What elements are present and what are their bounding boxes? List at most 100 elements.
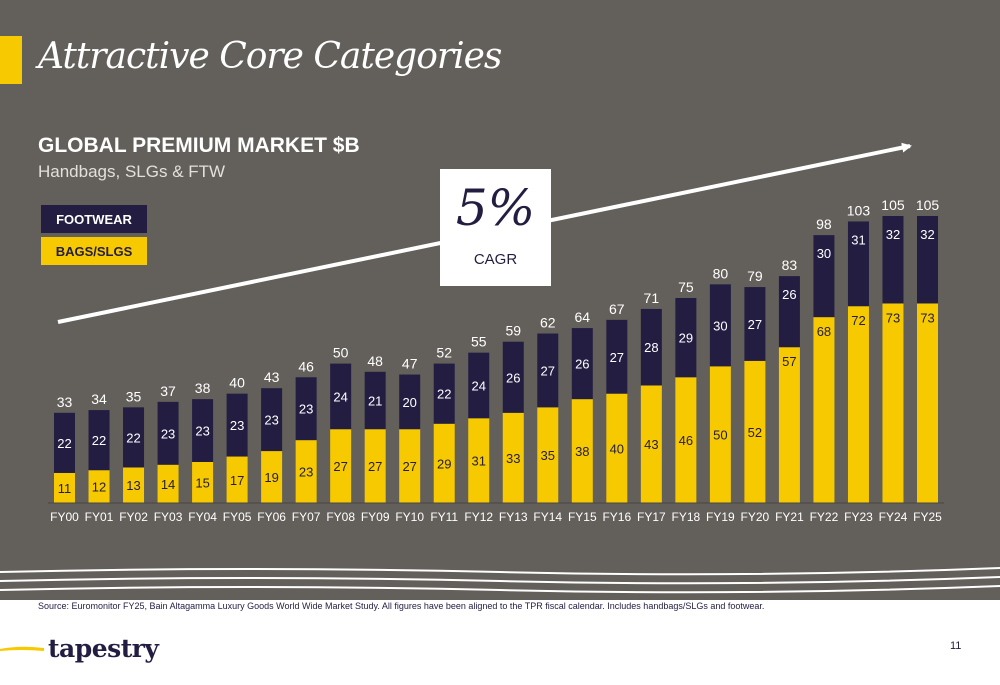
bar-label-bags-slgs: 33 (506, 451, 520, 466)
bar-label-footwear: 23 (264, 413, 278, 428)
bar-label-footwear: 30 (713, 318, 727, 333)
slide-title: Attractive Core Categories (38, 36, 502, 77)
x-tick-label: FY09 (361, 510, 390, 524)
x-tick-label: FY17 (637, 510, 666, 524)
bar-label-bags-slgs: 38 (575, 444, 589, 459)
bar-label-total: 67 (609, 301, 625, 317)
bar-label-bags-slgs: 12 (92, 480, 106, 495)
x-tick-label: FY15 (568, 510, 597, 524)
bar-label-footwear: 26 (575, 357, 589, 372)
bar-label-footwear: 23 (230, 418, 244, 433)
bar-label-total: 50 (333, 345, 349, 361)
bar-label-bags-slgs: 17 (230, 473, 244, 488)
bar-label-footwear: 29 (679, 331, 693, 346)
bar-bags-slgs (192, 462, 214, 503)
bar-bags-slgs (295, 440, 317, 503)
x-tick-label: FY12 (464, 510, 493, 524)
bar-label-total: 83 (782, 257, 798, 273)
bar-label-footwear: 24 (472, 378, 486, 393)
bar-label-footwear: 32 (920, 227, 934, 242)
bar-footwear (847, 221, 869, 307)
cagr-label: CAGR (473, 251, 518, 268)
bar-footwear (744, 287, 766, 361)
bar-label-bags-slgs: 19 (264, 470, 278, 485)
bar-bags-slgs (157, 464, 179, 503)
bar-label-bags-slgs: 52 (748, 425, 762, 440)
x-tick-label: FY23 (844, 510, 873, 524)
bar-label-footwear: 26 (782, 287, 796, 302)
chart-title: GLOBAL PREMIUM MARKET $B (38, 134, 360, 157)
x-tick-label: FY00 (50, 510, 79, 524)
bar-bags-slgs (778, 347, 800, 503)
bar-label-footwear: 22 (126, 430, 140, 445)
bar-bags-slgs (330, 429, 352, 503)
bar-footwear (123, 407, 145, 468)
bar-bags-slgs (123, 467, 145, 503)
bar-label-footwear: 32 (886, 227, 900, 242)
bar-label-total: 79 (747, 268, 763, 284)
bar-footwear (606, 319, 628, 394)
bar-label-footwear: 27 (541, 363, 555, 378)
bar-label-bags-slgs: 73 (920, 310, 934, 325)
bar-bags-slgs (640, 385, 662, 503)
bar-label-bags-slgs: 72 (851, 313, 865, 328)
bar-footwear (917, 216, 938, 304)
bar-bags-slgs (261, 451, 283, 503)
legend-footwear: FOOTWEAR (41, 205, 147, 233)
bar-label-total: 48 (367, 353, 383, 369)
bar-footwear (330, 363, 352, 430)
x-tick-label: FY10 (395, 510, 424, 524)
bar-label-total: 47 (402, 356, 418, 372)
bar-label-total: 52 (436, 345, 452, 361)
bar-bags-slgs (813, 317, 835, 503)
x-tick-label: FY18 (672, 510, 701, 524)
x-tick-label: FY01 (85, 510, 114, 524)
bar-footwear (295, 377, 317, 441)
bar-bags-slgs (675, 377, 697, 503)
bar-label-bags-slgs: 31 (472, 454, 486, 469)
bar-label-footwear: 27 (610, 350, 624, 365)
decorative-wave-lines (0, 567, 1000, 594)
bar-footwear (778, 276, 800, 348)
bar-footwear (261, 388, 283, 452)
bar-bags-slgs (502, 412, 524, 503)
bar-label-bags-slgs: 14 (161, 477, 175, 492)
bar-footwear (640, 308, 662, 386)
bar-label-footwear: 28 (644, 340, 658, 355)
bar-bags-slgs (537, 407, 559, 503)
bar-footwear (882, 216, 904, 304)
bar-label-bags-slgs: 46 (679, 433, 693, 448)
x-tick-label: FY05 (223, 510, 252, 524)
bar-label-bags-slgs: 27 (333, 459, 347, 474)
bar-label-bags-slgs: 23 (299, 465, 313, 480)
bar-label-total: 59 (505, 323, 521, 339)
bar-label-total: 75 (678, 279, 694, 295)
bar-label-total: 35 (126, 388, 142, 404)
bar-label-total: 80 (713, 265, 729, 281)
x-tick-label: FY04 (188, 510, 217, 524)
bar-footwear (537, 333, 559, 408)
source-note: Source: Euromonitor FY25, Bain Altagamma… (38, 601, 765, 611)
bar-label-total: 55 (471, 334, 487, 350)
bar-label-bags-slgs: 43 (644, 437, 658, 452)
bar-label-total: 38 (195, 380, 211, 396)
tapestry-logo: tapestry (48, 634, 159, 663)
bar-label-total: 37 (160, 383, 176, 399)
x-axis-labels: FY00 FY01 FY02 FY03 FY04 FY05 FY06 FY07 FY08 FY09… (50, 510, 942, 524)
bar-label-bags-slgs: 68 (817, 324, 831, 339)
x-tick-label: FY24 (879, 510, 908, 524)
x-tick-label: FY14 (533, 510, 562, 524)
bar-label-footwear: 23 (299, 402, 313, 417)
bar-label-total: 34 (91, 391, 107, 407)
bar-label-footwear: 23 (195, 424, 209, 439)
bar-footwear (192, 399, 214, 462)
bar-label-footwear: 31 (851, 232, 865, 247)
bar-footwear (571, 328, 593, 400)
x-tick-label: FY07 (292, 510, 321, 524)
bar-footwear (364, 371, 386, 430)
bar-label-bags-slgs: 35 (541, 448, 555, 463)
bar-footwear (88, 410, 110, 471)
bar-label-total: 62 (540, 315, 556, 331)
x-tick-label: FY03 (154, 510, 183, 524)
